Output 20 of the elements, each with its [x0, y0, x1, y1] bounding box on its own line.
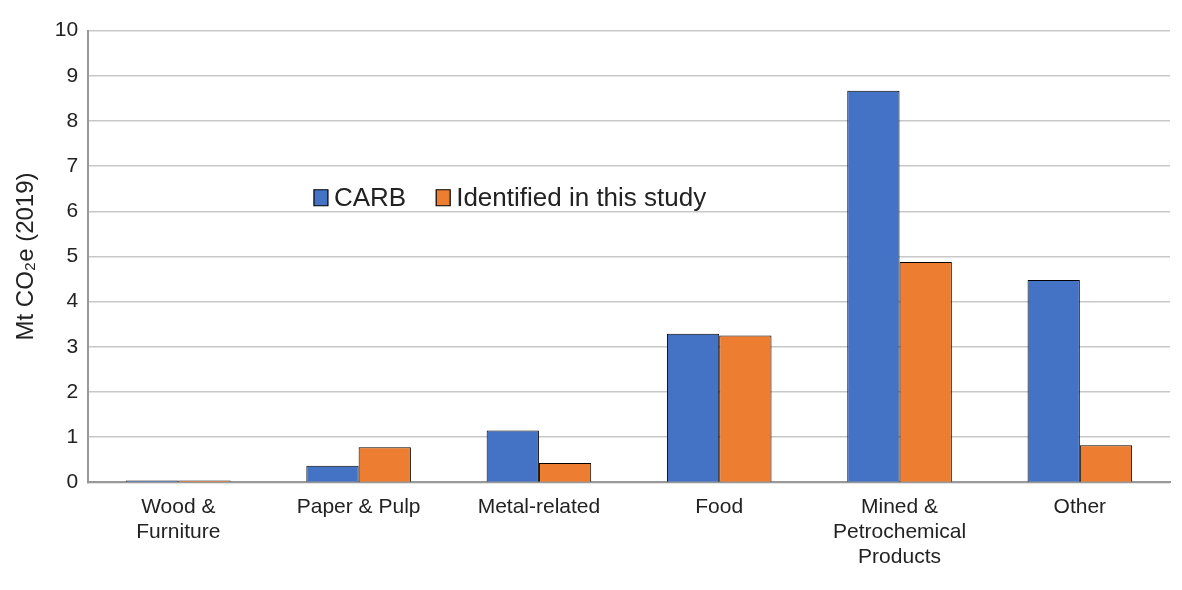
- y-tick-label: 10: [54, 17, 79, 41]
- x-tick-label: Wood & Furniture: [136, 493, 221, 542]
- x-tick-label: Paper & Pulp: [296, 493, 421, 517]
- legend-label: CARB: [333, 181, 407, 212]
- y-tick-label: 6: [66, 198, 79, 222]
- y-tick-label: 1: [66, 424, 79, 448]
- x-tick-label: Mined & Petrochemical Products: [833, 493, 967, 568]
- x-tick-label: Metal-related: [477, 493, 601, 517]
- y-tick-label: 3: [66, 333, 79, 357]
- y-tick-label: 8: [66, 107, 79, 131]
- y-tick-label: 2: [66, 378, 79, 402]
- x-tick-label: Other: [1053, 493, 1107, 517]
- y-tick-label: 5: [66, 243, 79, 267]
- y-tick-label: 4: [66, 288, 79, 312]
- x-tick-label: Food: [695, 493, 744, 517]
- y-tick-label: 7: [66, 152, 79, 176]
- legend-label: Identified in this study: [456, 181, 707, 212]
- y-axis-title: Mt CO₂e (2019): [11, 172, 39, 341]
- y-tick-label: 0: [66, 469, 79, 493]
- y-tick-label: 9: [66, 62, 79, 86]
